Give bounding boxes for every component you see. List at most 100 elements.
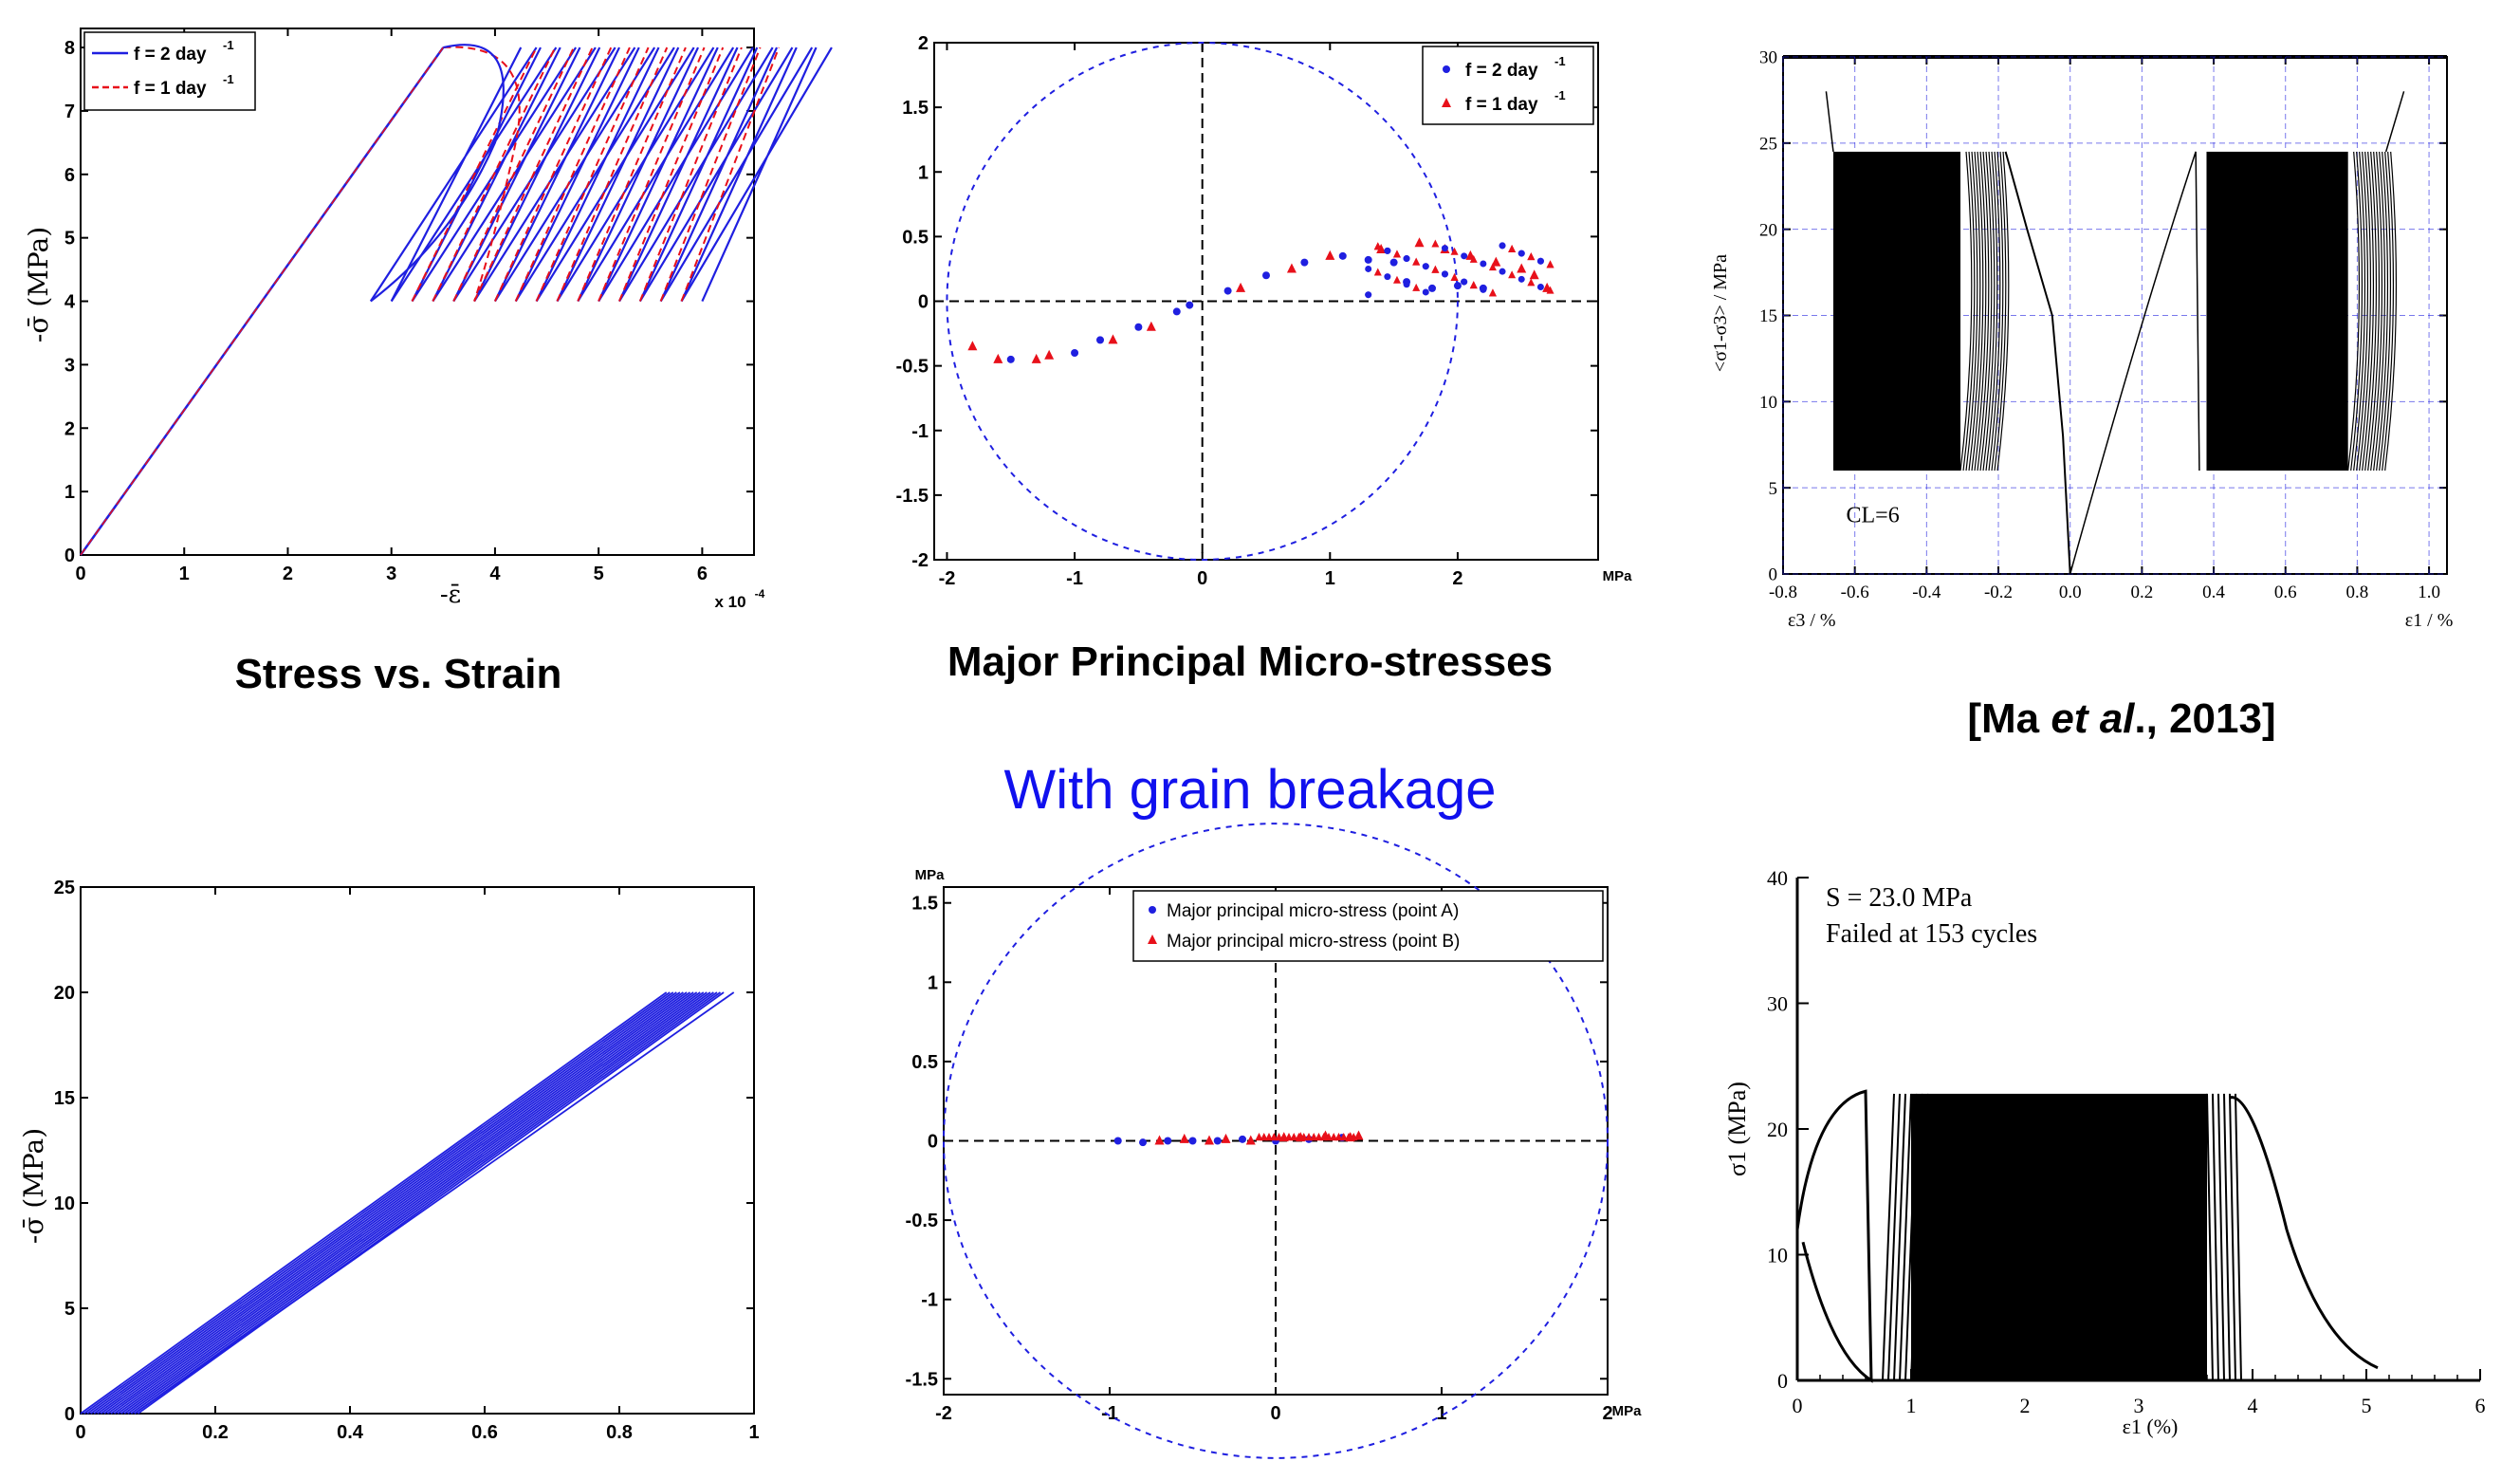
monotonic-curve	[1825, 91, 1834, 153]
data-point	[1376, 244, 1387, 253]
data-point	[1260, 1133, 1268, 1141]
chart-bm: -2 -1 0 1 2 -1.5 -1 -0.5 0 0.5 1 1.5 Major principal…	[906, 823, 1643, 1459]
y-tick-label: -2	[911, 550, 929, 571]
x-tick-label: 3	[2134, 1394, 2144, 1417]
data-point	[1139, 1138, 1147, 1147]
data-point	[1536, 284, 1544, 291]
y-tick-label: 30	[1759, 48, 1777, 68]
series-line	[83, 991, 671, 1415]
data-point	[1236, 282, 1246, 292]
x-tick-label: 6	[2475, 1394, 2486, 1417]
data-point	[1345, 1133, 1352, 1141]
data-point	[1428, 284, 1436, 292]
y-tick-label: 30	[1767, 992, 1788, 1016]
y-tick-label: -0.5	[896, 357, 929, 378]
series-line	[411, 46, 538, 302]
data-point	[1006, 355, 1015, 363]
cyclic-curve	[1977, 151, 1990, 472]
x-tick-label: 4	[2248, 1394, 2258, 1417]
data-point	[1461, 252, 1468, 260]
data-point	[1517, 263, 1527, 273]
data-point	[1536, 257, 1544, 265]
data-point	[1330, 1133, 1338, 1141]
series-line	[369, 46, 538, 303]
data-point	[1508, 245, 1517, 252]
x-tick-label: -0.2	[1984, 583, 2013, 602]
data-point	[1338, 251, 1347, 260]
x-axis-label: ε1 (%)	[2123, 1415, 2179, 1438]
first-loop	[1795, 1089, 1873, 1383]
series-line	[638, 46, 794, 303]
x-tick-label: -2	[935, 1403, 952, 1424]
data-point	[1422, 288, 1429, 296]
data-point	[1223, 287, 1232, 295]
cyclic-curve	[1965, 151, 1978, 472]
series-line	[134, 991, 735, 1415]
legend-label-sup: -1	[223, 38, 234, 52]
x-tick-label: -0.4	[1912, 583, 1941, 602]
banner-grain-breakage: With grain breakage	[1003, 759, 1496, 821]
x-axis-label-left: ε3 / %	[1788, 610, 1836, 631]
data-point	[1529, 269, 1539, 280]
chart-tl: 0 1 2 3 4 5 6 0 1 2 3 4 5 6 7 8 f = 2 day -1 f = 1 day -1 -ε…	[23, 28, 833, 611]
data-point	[1300, 258, 1309, 267]
cyclic-curve	[1982, 151, 1996, 472]
x-tick-label: 0.6	[471, 1422, 498, 1443]
data-point	[1295, 1133, 1303, 1141]
monotonic-curve	[2004, 151, 2071, 575]
data-point	[1422, 263, 1429, 270]
series-line	[123, 991, 711, 1415]
x-tick-label: 1	[179, 564, 190, 584]
data-point	[1499, 242, 1506, 250]
legend-swatch	[1149, 906, 1156, 914]
data-point	[1221, 1133, 1231, 1143]
data-point	[1491, 256, 1501, 267]
data-point	[1546, 260, 1554, 268]
cyclic-curve	[2235, 1093, 2242, 1381]
data-point	[1334, 1133, 1343, 1141]
caption-stress-strain: Stress vs. Strain	[235, 651, 562, 697]
y-tick-label: -1	[911, 421, 929, 442]
plot-frame	[80, 28, 755, 556]
series-line	[90, 991, 677, 1415]
data-point	[1414, 237, 1425, 248]
data-point	[1044, 349, 1055, 360]
x-axis-unit: MPa	[1612, 1403, 1643, 1419]
y-tick-label: 0	[64, 546, 75, 566]
series-line	[514, 46, 675, 303]
data-point	[1310, 1133, 1318, 1141]
cyclic-curve	[2370, 151, 2383, 472]
x-tick-label: -0.6	[1841, 583, 1869, 602]
y-tick-label: 1.5	[902, 98, 929, 119]
y-tick-label: 10	[54, 1193, 75, 1214]
cyclic-curve	[1971, 151, 1984, 472]
series-line	[117, 991, 705, 1415]
x-tick-label: 6	[697, 564, 708, 584]
data-point	[1384, 247, 1391, 254]
data-point	[1412, 257, 1421, 266]
x-tick-label: 0	[75, 1422, 85, 1443]
data-point	[1315, 1133, 1323, 1141]
x-tick-label: 4	[489, 564, 501, 584]
data-point	[1325, 250, 1335, 260]
data-point	[1518, 275, 1525, 283]
series-line	[680, 46, 833, 303]
series-line	[556, 46, 669, 302]
y-tick-label: 0	[1777, 1369, 1788, 1393]
data-point	[1265, 1133, 1273, 1141]
failure-curve	[2229, 1096, 2379, 1370]
series-line	[493, 46, 656, 303]
series-line	[473, 46, 636, 303]
y-tick-label: 0	[928, 1132, 938, 1153]
cyclic-curve	[2379, 151, 2392, 472]
x-tick-label: 0.4	[337, 1422, 364, 1443]
series-line	[638, 46, 743, 302]
cyclic-curve	[1959, 151, 1973, 472]
series-line	[452, 46, 575, 302]
legend-label-sup: -1	[223, 72, 234, 86]
y-tick-label: 2	[64, 418, 75, 439]
data-point	[1285, 1133, 1293, 1141]
annotation: Failed at 153 cycles	[1826, 919, 2037, 949]
data-point	[1412, 283, 1421, 291]
